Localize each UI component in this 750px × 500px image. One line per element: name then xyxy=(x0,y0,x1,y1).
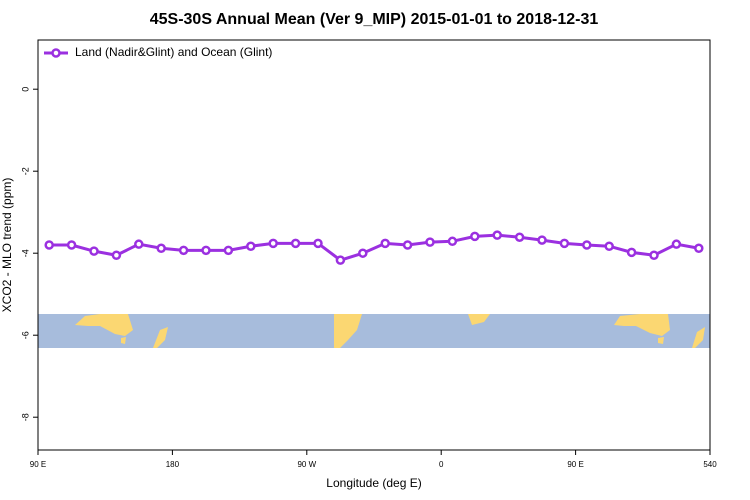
x-tick-label: 180 xyxy=(166,460,180,469)
point xyxy=(134,239,144,249)
y-axis-label: XCO2 - MLO trend (ppm) xyxy=(0,178,14,313)
x-axis-label: Longitude (deg E) xyxy=(326,476,421,490)
point xyxy=(694,243,704,254)
point xyxy=(402,240,413,250)
x-tick-label: 540 xyxy=(703,460,717,469)
point xyxy=(156,243,166,254)
y-tick-label: -6 xyxy=(20,331,30,339)
point xyxy=(313,238,323,249)
y-tick-label: -2 xyxy=(20,167,30,175)
y-tick-label: -4 xyxy=(20,249,30,257)
point xyxy=(111,250,122,260)
y-tick-label: 0 xyxy=(20,87,30,92)
legend-marker xyxy=(51,48,61,58)
point xyxy=(514,232,525,242)
point xyxy=(178,245,189,256)
point xyxy=(671,239,682,249)
point xyxy=(335,255,346,265)
point xyxy=(470,231,480,242)
point xyxy=(201,245,211,256)
point xyxy=(223,245,234,256)
point xyxy=(604,241,614,251)
plot-frame xyxy=(37,39,711,451)
series-line xyxy=(49,233,700,262)
chart-title: 45S-30S Annual Mean (Ver 9_MIP) 2015-01-… xyxy=(150,11,599,28)
point xyxy=(447,236,458,247)
point xyxy=(268,238,278,249)
point xyxy=(626,247,637,258)
point xyxy=(44,240,54,250)
point xyxy=(290,238,301,249)
legend-label: Land (Nadir&Glint) and Ocean (Glint) xyxy=(75,45,272,59)
point xyxy=(246,241,256,251)
map-band xyxy=(38,314,710,348)
point xyxy=(358,248,368,258)
point xyxy=(425,237,435,247)
point xyxy=(537,235,547,245)
y-tick-label: -8 xyxy=(20,413,30,421)
x-tick-label: 90 E xyxy=(30,460,46,469)
point xyxy=(89,246,99,256)
point xyxy=(582,240,592,250)
point xyxy=(380,238,390,249)
point xyxy=(492,230,502,240)
x-tick-label: 90 E xyxy=(567,460,583,469)
point xyxy=(559,238,570,249)
point xyxy=(649,250,659,260)
x-tick-label: 90 W xyxy=(297,460,316,469)
point xyxy=(66,240,77,250)
x-tick-label: 0 xyxy=(439,460,444,469)
